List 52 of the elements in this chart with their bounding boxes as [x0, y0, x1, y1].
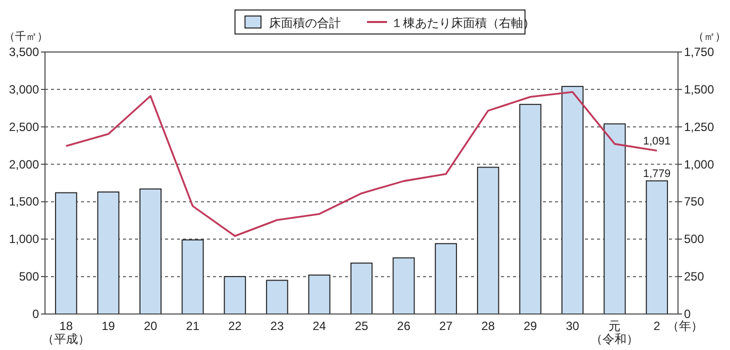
bar	[434, 243, 457, 314]
y-tick-label: 2,000	[8, 157, 40, 172]
y-tick-label: 2,500	[8, 120, 40, 134]
y-tick-label: 1,000	[8, 232, 40, 246]
y2-tick-label: 250	[684, 270, 704, 284]
x-tick-label: 2	[654, 319, 661, 333]
x-tick-label: 25	[354, 319, 368, 333]
bar	[97, 191, 120, 314]
x-tick-label: 24	[312, 319, 326, 333]
bar	[308, 274, 330, 314]
x-tick-label: 20	[144, 319, 158, 333]
bar	[266, 280, 288, 314]
x-tick-label: 26	[397, 319, 411, 333]
bar	[477, 166, 500, 314]
legend-label: 床面積の合計	[269, 16, 341, 30]
x-tick-label: 30	[566, 319, 580, 333]
data-label: 1,091	[643, 136, 671, 148]
y2-axis-title: （㎡）	[693, 31, 726, 43]
bar	[646, 180, 668, 314]
x-tick-label: 29	[524, 319, 538, 333]
x-tick-label: 21	[186, 319, 200, 333]
data-label: 1,779	[643, 168, 671, 180]
y-tick-label: 3,500	[8, 45, 40, 59]
bar	[224, 276, 246, 314]
bar	[561, 86, 584, 314]
x-tick-label: 19	[102, 319, 116, 333]
bar	[55, 192, 78, 314]
y-tick-label: 1,500	[8, 194, 40, 209]
y2-tick-label: 1,000	[684, 157, 714, 172]
y2-tick-label: 0	[684, 307, 691, 321]
x-tick-label: 27	[439, 319, 453, 333]
y-tick-label: 500	[18, 270, 40, 284]
x-tick-label: 28	[481, 319, 496, 333]
y-axis-title: （千㎡）	[4, 30, 48, 43]
y-tick-label: 0	[32, 307, 40, 321]
bar	[350, 262, 373, 314]
y2-tick-label: 500	[684, 232, 704, 246]
x-tick-label: 23	[270, 319, 284, 333]
y2-tick-label: 1,250	[684, 120, 714, 134]
bar	[392, 257, 415, 314]
x-tick-label: 18（平成）	[42, 319, 90, 346]
x-tick-label: 元（令和）	[590, 319, 639, 346]
x-axis-title: （年）	[666, 319, 703, 333]
y2-tick-label: 1,750	[684, 45, 714, 59]
y2-tick-label: 750	[684, 194, 704, 209]
bar	[182, 239, 204, 314]
x-tick-label: 22	[228, 319, 242, 333]
bar	[604, 123, 626, 314]
bar	[519, 104, 542, 314]
y-tick-label: 3,000	[8, 82, 40, 96]
bar	[139, 188, 162, 314]
y2-tick-label: 1,500	[684, 82, 714, 96]
